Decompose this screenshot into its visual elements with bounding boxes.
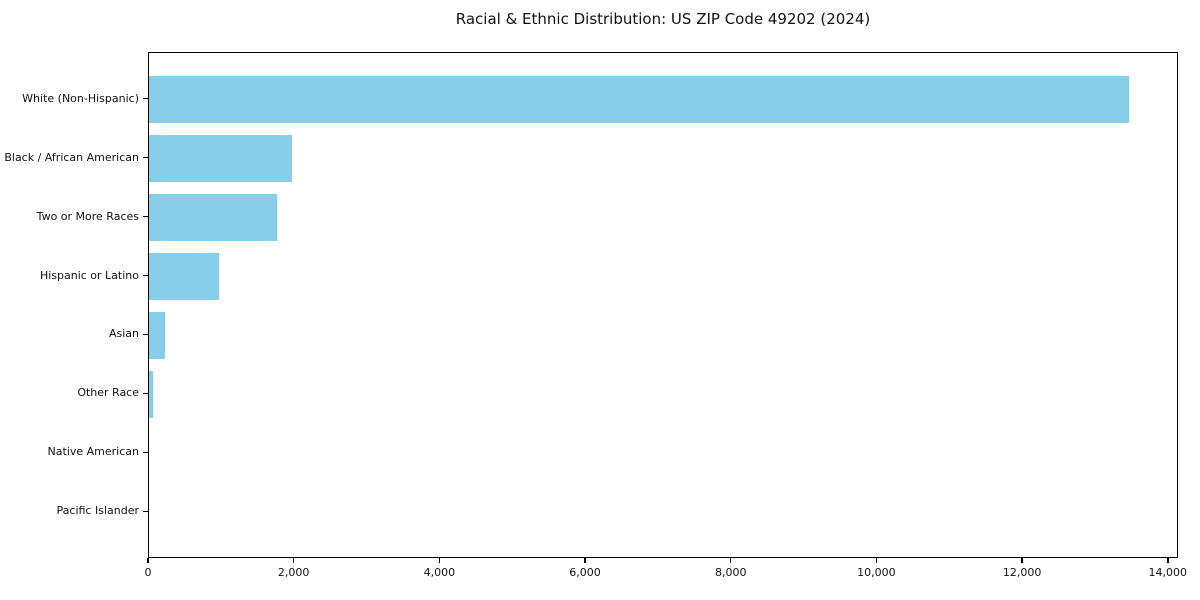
bar <box>149 193 278 242</box>
y-tick-mark <box>143 510 148 513</box>
x-tick-label: 4,000 <box>423 566 456 579</box>
bar <box>149 252 219 301</box>
x-tick-label: 10,000 <box>857 566 896 579</box>
y-tick-label: Black / African American <box>4 150 139 164</box>
x-tick-label: 14,000 <box>1148 566 1188 579</box>
x-tick-mark <box>875 558 878 563</box>
x-tick-label: 2,000 <box>277 566 310 579</box>
bar <box>149 370 153 419</box>
y-tick-label: Two or More Races <box>36 209 139 223</box>
x-tick-label: 6,000 <box>569 566 601 579</box>
x-tick-mark <box>147 558 149 563</box>
x-tick-mark <box>1021 558 1023 563</box>
y-tick-mark <box>143 156 148 159</box>
bar <box>149 76 1129 124</box>
y-tick-label: Other Race <box>77 386 139 400</box>
chart-title: Racial & Ethnic Distribution: US ZIP Cod… <box>455 10 871 28</box>
x-tick-label: 8,000 <box>714 566 747 579</box>
y-tick-mark <box>143 274 148 277</box>
bars-layer <box>149 53 1177 557</box>
y-tick-label: White (Non-Hispanic) <box>22 91 139 105</box>
x-tick-label: 0 <box>144 566 152 579</box>
y-tick-mark <box>143 333 148 336</box>
x-tick-mark <box>1167 558 1169 563</box>
plot-area <box>148 52 1178 558</box>
y-tick-label: Hispanic or Latino <box>39 268 139 282</box>
bar <box>149 134 292 183</box>
x-tick-mark <box>584 558 586 563</box>
bar <box>149 311 165 360</box>
y-tick-label: Native American <box>47 445 139 459</box>
y-tick-mark <box>143 215 148 218</box>
x-tick-mark <box>729 558 732 563</box>
y-tick-mark <box>143 392 148 395</box>
y-tick-mark <box>143 451 148 454</box>
y-tick-label: Asian <box>108 327 139 341</box>
y-tick-label: Pacific Islander <box>56 504 139 518</box>
x-tick-mark <box>292 558 295 563</box>
x-tick-label: 12,000 <box>1002 566 1042 579</box>
x-tick-mark <box>438 558 441 563</box>
y-tick-mark <box>143 97 148 100</box>
